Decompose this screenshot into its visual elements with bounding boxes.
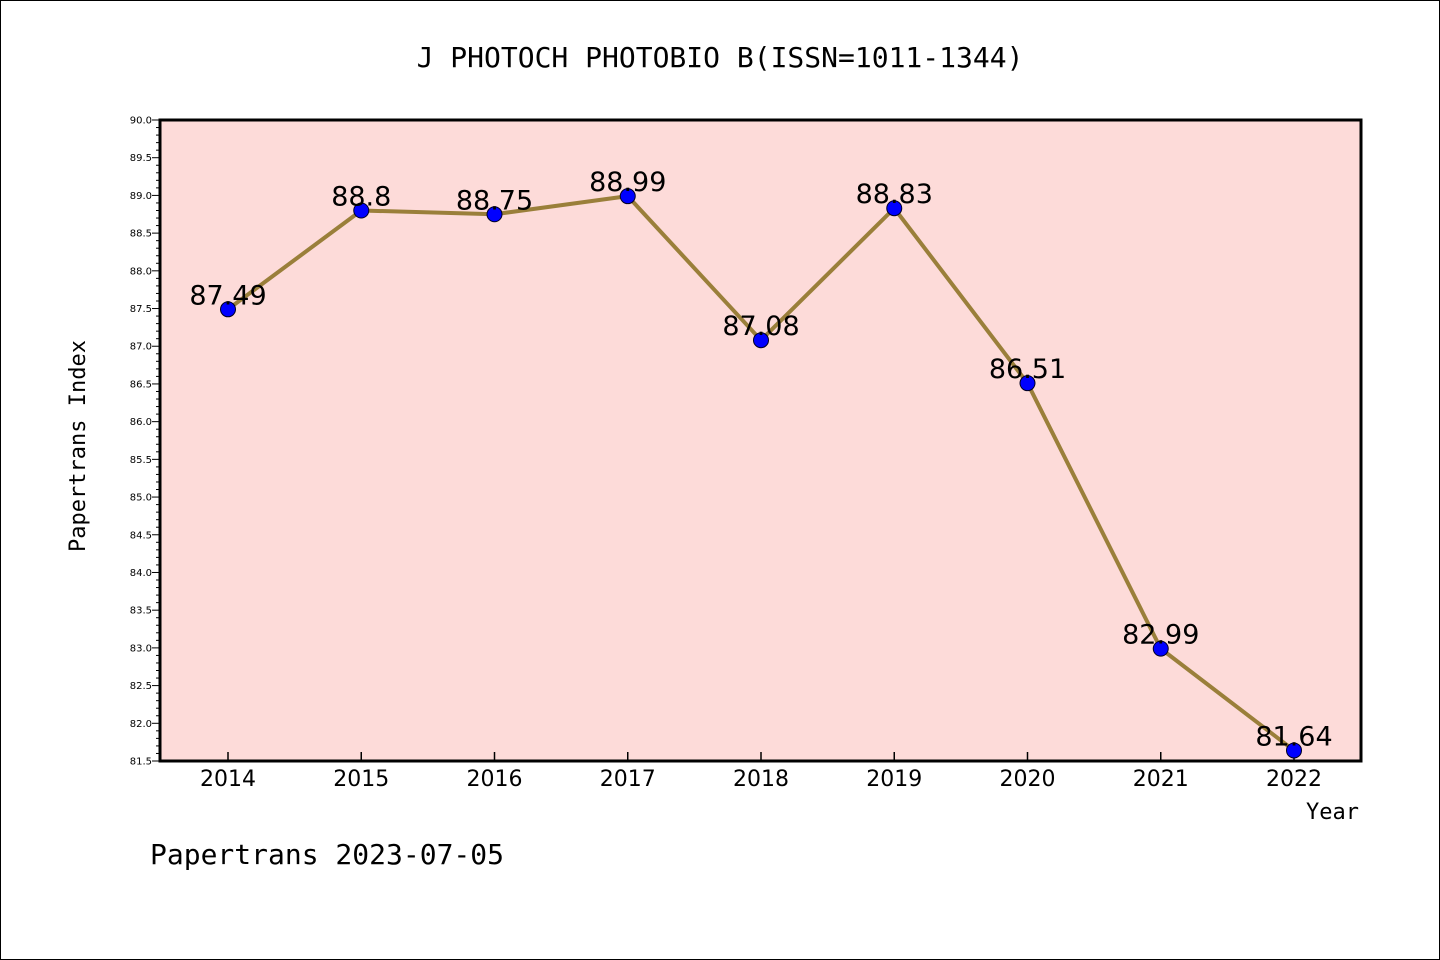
footer-note: Papertrans 2023-07-05	[150, 838, 504, 871]
y-tick-label: 83.0	[130, 643, 152, 654]
x-axis: 2014 2015 2016 2017 2018 2019 2020 2021 2022	[200, 752, 1322, 792]
y-tick-label: 83.5	[130, 606, 152, 617]
x-tick-label: 2022	[1266, 767, 1322, 792]
y-axis-label: Papertrans Index	[66, 340, 91, 552]
chart-title: J PHOTOCH PHOTOBIO B(ISSN=1011-1344)	[417, 41, 1024, 74]
data-label: 88.99	[589, 167, 666, 198]
y-tick-label: 85.0	[130, 493, 152, 504]
y-tick-label: 88.0	[130, 266, 152, 277]
plot-border	[158, 118, 1363, 763]
x-tick-label: 2015	[333, 767, 389, 792]
x-tick-label: 2020	[1000, 767, 1056, 792]
x-tick-label: 2014	[200, 767, 256, 792]
y-tick-label: 87.0	[130, 342, 152, 353]
y-tick-label: 88.5	[130, 229, 152, 240]
y-tick-label: 84.5	[130, 530, 152, 541]
data-label: 87.49	[189, 280, 266, 311]
series-markers	[220, 188, 1302, 759]
x-tick-label: 2019	[866, 767, 922, 792]
x-tick-label: 2018	[733, 767, 789, 792]
y-tick-label: 82.0	[130, 719, 152, 730]
data-point	[619, 188, 636, 205]
data-point	[753, 332, 769, 349]
data-label: 81.64	[1255, 721, 1332, 752]
data-point	[486, 206, 503, 223]
data-point	[1019, 375, 1036, 392]
data-label: 88.75	[456, 185, 533, 216]
y-tick-label: 86.5	[130, 379, 152, 390]
data-label: 87.08	[722, 311, 799, 342]
y-axis: 81.5 82.0 82.5 83.0 83.5 84.0 84.5 85.0 85.5 86.0…	[130, 116, 160, 768]
data-label: 88.8	[331, 181, 391, 212]
data-point	[1286, 742, 1302, 759]
data-point	[1152, 640, 1169, 657]
x-tick-label: 2017	[600, 767, 656, 792]
data-point	[886, 200, 903, 217]
y-tick-label: 84.0	[130, 568, 152, 579]
data-label: 88.83	[856, 179, 933, 210]
x-tick-label: 2016	[467, 767, 523, 792]
y-tick-label: 89.5	[130, 153, 152, 164]
y-tick-label: 82.5	[130, 681, 152, 692]
y-tick-label: 89.0	[130, 191, 152, 202]
y-tick-label: 90.0	[130, 116, 152, 127]
data-label: 86.51	[989, 354, 1066, 385]
y-tick-label: 87.5	[130, 304, 152, 315]
data-label: 82.99	[1122, 620, 1199, 651]
y-tick-label: 85.5	[130, 455, 152, 466]
y-tick-label: 86.0	[130, 417, 152, 428]
x-axis-label: Year	[1306, 800, 1359, 825]
data-labels: 87.49 88.8 88.75 88.99 87.08 88.83 86.51 82.99 8…	[189, 167, 1332, 752]
data-point	[353, 202, 370, 219]
x-tick-label: 2021	[1133, 767, 1189, 792]
data-point	[220, 301, 236, 318]
y-tick-label: 81.5	[130, 757, 152, 768]
